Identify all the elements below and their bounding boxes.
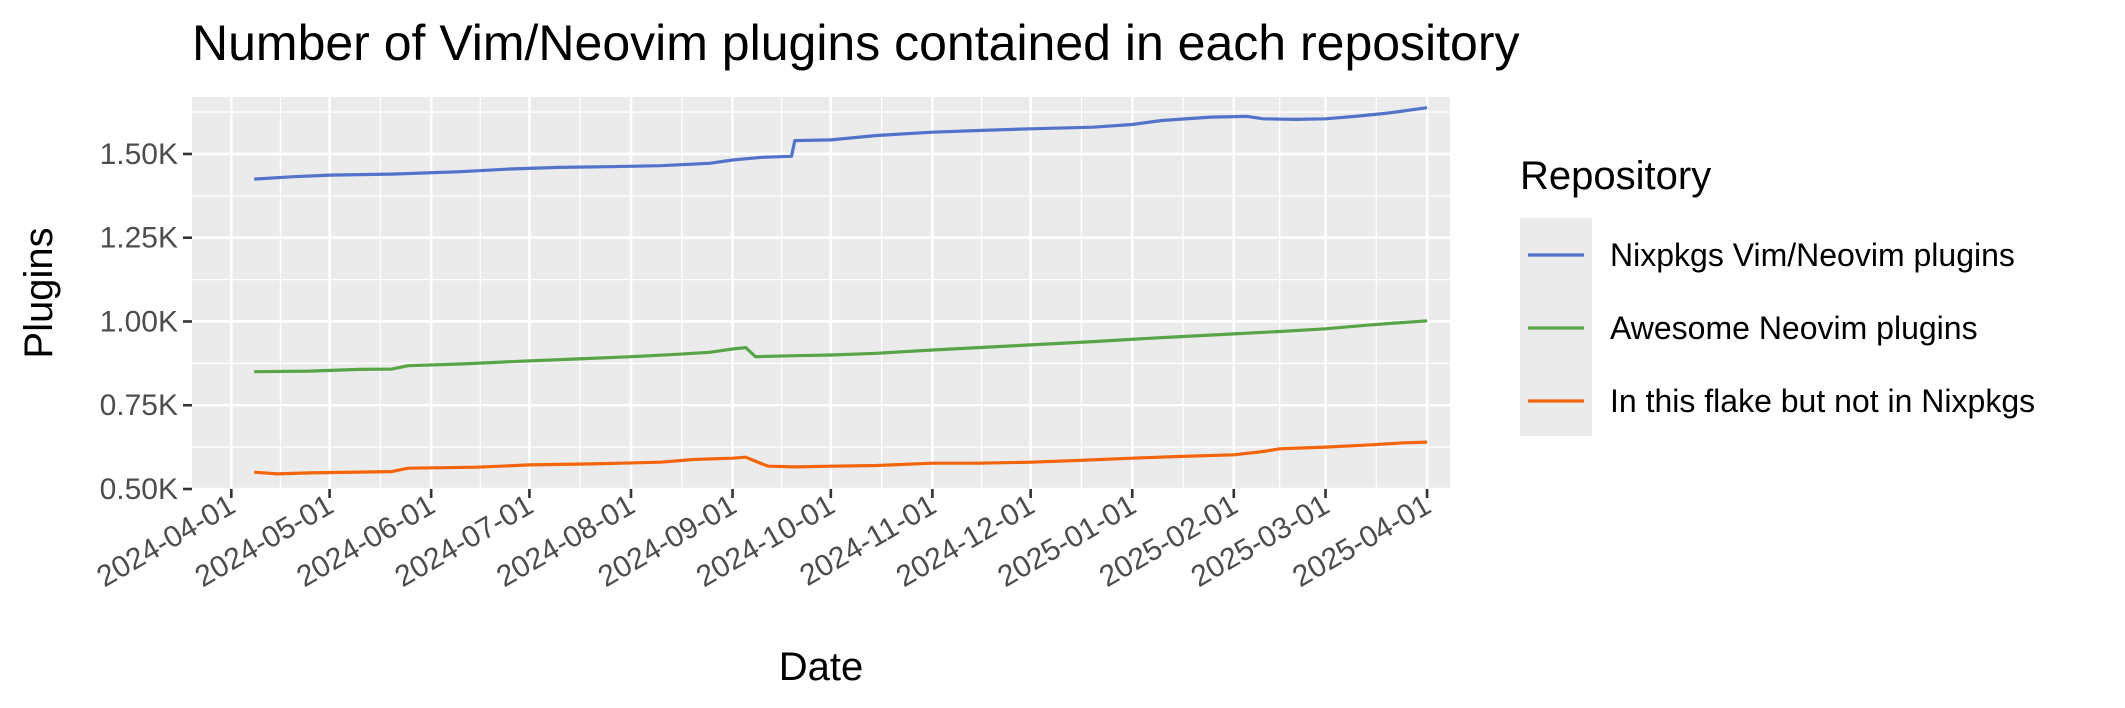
major-gridlines xyxy=(192,97,1450,491)
minor-gridlines xyxy=(192,97,1450,489)
y-tick-label: 0.75K xyxy=(100,389,178,422)
y-tick-label: 0.50K xyxy=(100,473,178,506)
y-tick-label: 1.50K xyxy=(100,138,178,171)
y-tick-label: 1.25K xyxy=(100,222,178,255)
series-lines xyxy=(254,106,1428,476)
series-line-2 xyxy=(254,319,1428,374)
y-tick-label: 1.00K xyxy=(100,305,178,338)
series-line-1 xyxy=(254,106,1428,181)
legend: Repository Nixpkgs Vim/Neovim plugins Awe… xyxy=(1520,154,2035,436)
x-axis: 2024-04-012024-05-012024-06-012024-07-01… xyxy=(91,488,1436,593)
x-axis-title: Date xyxy=(779,645,864,689)
legend-items: Nixpkgs Vim/Neovim plugins Awesome Neovim… xyxy=(1528,237,2035,419)
y-axis: 0.50K 0.75K 1.00K 1.25K 1.50K xyxy=(100,138,192,506)
chart-title: Number of Vim/Neovim plugins contained i… xyxy=(192,15,1520,71)
legend-label-1: Nixpkgs Vim/Neovim plugins xyxy=(1610,237,2015,273)
legend-title: Repository xyxy=(1520,154,1711,198)
series-line-3 xyxy=(254,440,1428,476)
y-axis-title: Plugins xyxy=(17,227,61,358)
legend-label-3: In this flake but not in Nixpkgs xyxy=(1610,383,2035,419)
legend-label-2: Awesome Neovim plugins xyxy=(1610,310,1978,346)
plot-panel xyxy=(192,97,1450,489)
